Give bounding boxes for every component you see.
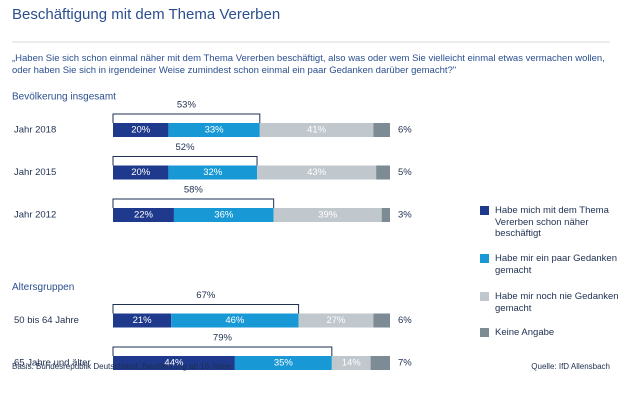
- value-label: 5%: [398, 167, 412, 178]
- group-title: Altersgruppen: [12, 282, 74, 293]
- value-label: 21%: [133, 315, 153, 326]
- category-label: 65 Jahre und älter: [14, 358, 91, 369]
- value-label: 22%: [134, 210, 154, 221]
- bar-segment: [381, 208, 390, 222]
- legend-swatch: [480, 328, 489, 337]
- bar-segment: [298, 313, 374, 328]
- source: Quelle: IfD Allensbach: [531, 362, 610, 371]
- value-label: 6%: [398, 125, 412, 136]
- legend-swatch: [480, 206, 489, 215]
- bar-segment: [257, 165, 377, 180]
- bar-segment: [113, 356, 235, 370]
- total-label: 58%: [184, 185, 204, 196]
- bar-segment: [113, 208, 174, 222]
- bar-segment: [234, 356, 332, 370]
- value-label: 32%: [203, 167, 223, 178]
- bar-segment: [376, 165, 390, 180]
- value-label: 35%: [274, 358, 294, 369]
- value-label: 44%: [164, 358, 184, 369]
- value-label: 46%: [225, 315, 245, 326]
- bar-segment: [168, 123, 260, 137]
- legend-entry: Habe mir ein paar Gedanken gemacht: [480, 253, 620, 276]
- total-label: 67%: [196, 290, 216, 301]
- note: Basis: Bundesrepublik Deutschland, Bevöl…: [12, 362, 232, 371]
- chart-title: Beschäftigung mit dem Thema Vererben: [12, 6, 281, 23]
- legend-label: Habe mich mit dem Thema Vererben schon n…: [495, 205, 609, 239]
- total-bracket: [112, 198, 275, 208]
- legend-label: Keine Angabe: [495, 327, 555, 338]
- total-bracket: [112, 346, 333, 356]
- total-bracket: [112, 304, 300, 314]
- legend-swatch: [480, 254, 489, 263]
- bar-segment: [168, 165, 258, 180]
- bar-segment: [373, 123, 390, 137]
- legend-entry: Habe mich mit dem Thema Vererben schon n…: [480, 205, 620, 240]
- category-label: Jahr 2015: [14, 167, 56, 178]
- total-label: 53%: [177, 100, 197, 111]
- value-label: 36%: [214, 210, 234, 221]
- value-label: 33%: [205, 125, 225, 136]
- bar-segment: [113, 313, 172, 328]
- category-label: 50 bis 64 Jahre: [14, 315, 79, 326]
- bar-segment: [171, 313, 299, 328]
- bar-segment: [370, 356, 390, 370]
- value-label: 20%: [131, 167, 151, 178]
- legend-entry: Keine Angabe: [480, 327, 620, 339]
- value-label: 41%: [307, 125, 327, 136]
- value-label: 6%: [398, 315, 412, 326]
- value-label: 3%: [398, 210, 412, 221]
- legend-swatch: [480, 292, 489, 301]
- value-label: 7%: [398, 358, 412, 369]
- total-bracket: [112, 156, 258, 166]
- bar-segment: [113, 123, 169, 137]
- total-label: 52%: [176, 142, 196, 153]
- legend-label: Habe mir ein paar Gedanken gemacht: [495, 253, 617, 276]
- category-label: Jahr 2018: [14, 125, 56, 136]
- value-label: 20%: [131, 125, 151, 136]
- group-title: Bevölkerung insgesamt: [12, 92, 116, 103]
- value-label: 43%: [307, 167, 327, 178]
- bar-segment: [259, 123, 374, 137]
- bar-segment: [373, 313, 390, 328]
- legend-label: Habe mir noch nie Gedanken gemacht: [495, 291, 619, 314]
- value-label: 39%: [318, 210, 338, 221]
- value-label: 14%: [342, 358, 362, 369]
- bar-segment: [113, 165, 169, 180]
- legend-entry: Habe mir noch nie Gedanken gemacht: [480, 291, 620, 314]
- bar-segment: [273, 208, 382, 222]
- value-label: 27%: [326, 315, 346, 326]
- total-bracket: [112, 113, 261, 123]
- bar-segment: [173, 208, 274, 222]
- question: „Haben Sie sich schon einmal näher mit d…: [12, 53, 605, 76]
- bar-segment: [331, 356, 371, 370]
- total-label: 79%: [213, 333, 233, 344]
- category-label: Jahr 2012: [14, 210, 56, 221]
